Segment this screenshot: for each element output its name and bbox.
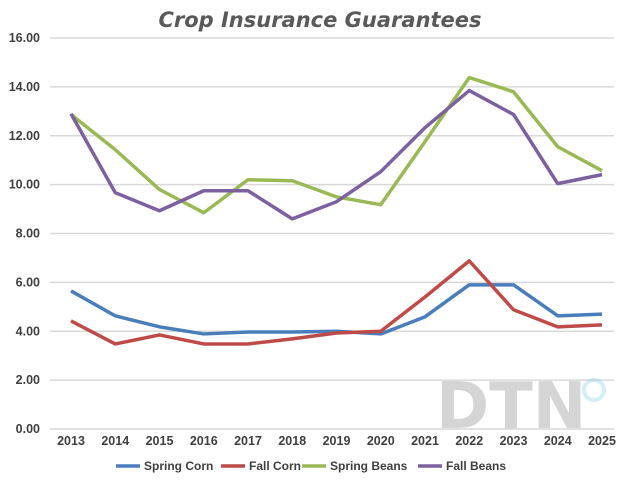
x-tick-label: 2015 xyxy=(146,434,174,448)
y-tick-label: 2.00 xyxy=(16,373,40,387)
x-tick-label: 2014 xyxy=(101,434,129,448)
y-axis-ticks: 0.00 2.00 4.00 6.00 8.00 10.00 12.00 14.00 16.00 xyxy=(9,31,40,436)
x-tick-label: 2023 xyxy=(500,434,528,448)
y-tick-label: 0.00 xyxy=(16,422,40,436)
x-axis-ticks: 2013 2014 2015 2016 2017 2018 2019 2020 2021 2022… xyxy=(57,434,616,448)
series-line-fall-beans xyxy=(69,88,603,221)
y-tick-label: 8.00 xyxy=(16,227,40,241)
legend-label: Fall Beans xyxy=(446,459,506,473)
x-tick-label: 2025 xyxy=(588,434,616,448)
legend-label: Spring Corn xyxy=(144,459,213,473)
x-tick-label: 2017 xyxy=(234,434,262,448)
gridlines xyxy=(50,37,614,430)
x-tick-label: 2022 xyxy=(455,434,483,448)
y-tick-label: 10.00 xyxy=(9,178,40,192)
x-tick-label: 2021 xyxy=(411,434,439,448)
legend: Spring Corn Fall Corn Spring Beans Fall Bea… xyxy=(116,459,506,473)
y-tick-label: 6.00 xyxy=(16,275,40,289)
x-tick-label: 2016 xyxy=(190,434,218,448)
legend-label: Fall Corn xyxy=(249,459,301,473)
x-tick-label: 2024 xyxy=(544,434,572,448)
series-line-spring-corn xyxy=(70,283,603,336)
dtn-logo: DTN xyxy=(436,370,606,444)
series-lines xyxy=(69,75,603,346)
chart-title: Crop Insurance Guarantees xyxy=(158,8,481,32)
x-tick-label: 2018 xyxy=(278,434,306,448)
x-tick-label: 2013 xyxy=(57,434,85,448)
y-tick-label: 4.00 xyxy=(16,324,40,338)
y-tick-label: 12.00 xyxy=(9,129,40,143)
series-line-spring-beans xyxy=(69,75,603,215)
y-tick-label: 14.00 xyxy=(9,80,40,94)
legend-label: Spring Beans xyxy=(330,459,408,473)
x-tick-label: 2020 xyxy=(367,434,395,448)
dtn-watermark: DTN xyxy=(436,370,586,444)
dtn-logo-circle xyxy=(582,378,606,402)
x-tick-label: 2019 xyxy=(323,434,351,448)
y-tick-label: 16.00 xyxy=(9,31,40,45)
